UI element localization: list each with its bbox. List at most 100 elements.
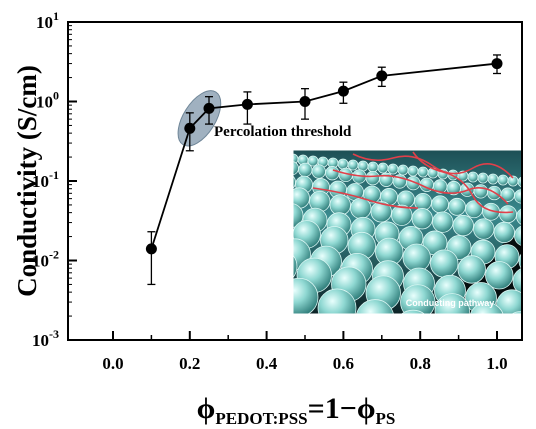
x-tick-label: 0.6 — [333, 354, 354, 373]
inset-sphere — [473, 184, 488, 199]
data-point — [145, 243, 157, 255]
inset-caption: Conducting pathway — [406, 298, 495, 308]
x-axis-sub-ps: PS — [376, 409, 396, 428]
inset-sphere — [516, 208, 522, 226]
inset-sphere — [228, 240, 263, 275]
inset-sphere — [431, 195, 449, 214]
inset-sphere — [370, 201, 392, 223]
inset-sphere — [269, 184, 290, 205]
inset-sphere — [245, 169, 262, 186]
inset-conducting-path — [412, 151, 514, 214]
inset-sphere — [402, 243, 431, 272]
y-tick-label: 10-1 — [32, 168, 59, 191]
inset-sphere — [528, 191, 536, 205]
inset-conducting-path — [312, 187, 419, 209]
inset-sphere — [470, 302, 504, 314]
inset-sphere — [293, 161, 299, 176]
inset-sphere — [272, 160, 286, 174]
inset-sphere — [512, 267, 522, 295]
inset-sphere — [293, 277, 319, 314]
inset-sphere — [298, 162, 313, 178]
inset-sphere — [258, 151, 268, 161]
data-point — [376, 70, 388, 82]
inset-sphere — [365, 170, 380, 186]
inset-sphere — [258, 158, 272, 172]
data-point — [299, 96, 311, 107]
inset-sphere — [397, 164, 409, 176]
inset-sphere — [473, 218, 495, 240]
inset-sphere — [411, 208, 433, 230]
percolation-threshold-annotation: Percolation threshold — [214, 124, 352, 140]
inset-sphere — [255, 199, 279, 223]
y-tick-label: 10-2 — [32, 248, 59, 271]
inset-sphere — [311, 164, 326, 179]
inset-sphere — [293, 187, 310, 209]
x-tick-label: 0.4 — [256, 354, 278, 373]
inset-sphere — [337, 158, 349, 170]
inset-sphere — [417, 166, 429, 178]
inset-sphere — [400, 284, 436, 314]
inset-sphere — [499, 205, 517, 224]
inset-sphere — [467, 171, 479, 183]
data-point — [203, 102, 215, 114]
inset-sphere — [387, 163, 399, 175]
data-point — [491, 58, 503, 70]
inset-sphere — [377, 162, 389, 174]
inset-sphere — [204, 257, 242, 295]
inset-conducting-path — [352, 153, 514, 179]
inset-sphere — [497, 174, 509, 186]
x-axis-equals-one-minus: =1− — [308, 392, 357, 425]
inset-sphere — [249, 232, 280, 263]
inset-sphere — [448, 197, 466, 216]
inset-sphere — [457, 255, 486, 284]
inset-sphere — [356, 299, 394, 314]
y-tick-label: 101 — [36, 9, 59, 32]
inset-sphere — [487, 173, 499, 185]
inset-sphere — [465, 200, 483, 219]
inset-sphere — [407, 165, 419, 177]
conducting-pathway-inset: Conducting pathway — [204, 149, 536, 328]
inset-sphere — [268, 152, 278, 162]
data-point — [241, 98, 253, 110]
inset-sphere — [347, 159, 359, 171]
inset-sphere — [329, 194, 351, 216]
inset-sphere — [367, 161, 379, 173]
data-point — [337, 85, 349, 97]
inset-sphere — [262, 171, 279, 188]
inset-sphere — [434, 293, 470, 314]
inset-sphere — [528, 178, 536, 188]
inset-sphere — [278, 153, 288, 163]
inset-sphere — [452, 214, 474, 237]
inset-sphere — [242, 268, 280, 306]
inset-conducting-path — [332, 169, 509, 205]
inset-sphere — [317, 288, 357, 314]
y-axis-title: Conductivity (S/cm) — [12, 65, 42, 297]
inset-sphere — [293, 254, 298, 279]
x-tick-label: 0.0 — [102, 354, 123, 373]
x-tick-label: 0.8 — [410, 354, 431, 373]
inset-sphere — [325, 166, 340, 181]
inset-sphere — [350, 197, 372, 220]
inset-sphere — [514, 225, 522, 247]
inset-sphere — [477, 172, 489, 184]
inset-sphere — [430, 249, 459, 278]
inset-sphere — [485, 261, 514, 290]
inset-sphere — [293, 203, 304, 228]
x-axis-title: ϕPEDOT:PSS=1−ϕPS — [197, 392, 396, 428]
inset-sphere — [293, 225, 294, 232]
inset-sphere — [432, 211, 454, 233]
x-tick-label: 1.0 — [486, 354, 507, 373]
x-axis-phi-1: ϕ — [197, 392, 216, 425]
x-axis-phi-2: ϕ — [357, 392, 376, 425]
inset-content — [204, 150, 536, 328]
inset-sphere — [493, 221, 515, 244]
inset-sphere — [248, 181, 269, 202]
x-tick-label: 0.2 — [179, 354, 200, 373]
x-axis-sub-pedot-pss: PEDOT:PSS — [215, 409, 307, 428]
y-tick-label: 10-3 — [32, 327, 59, 350]
inset-sphere — [391, 204, 413, 226]
inset-sphere — [400, 309, 426, 314]
y-tick-label: 100 — [36, 89, 59, 112]
inset-sphere — [528, 297, 536, 328]
